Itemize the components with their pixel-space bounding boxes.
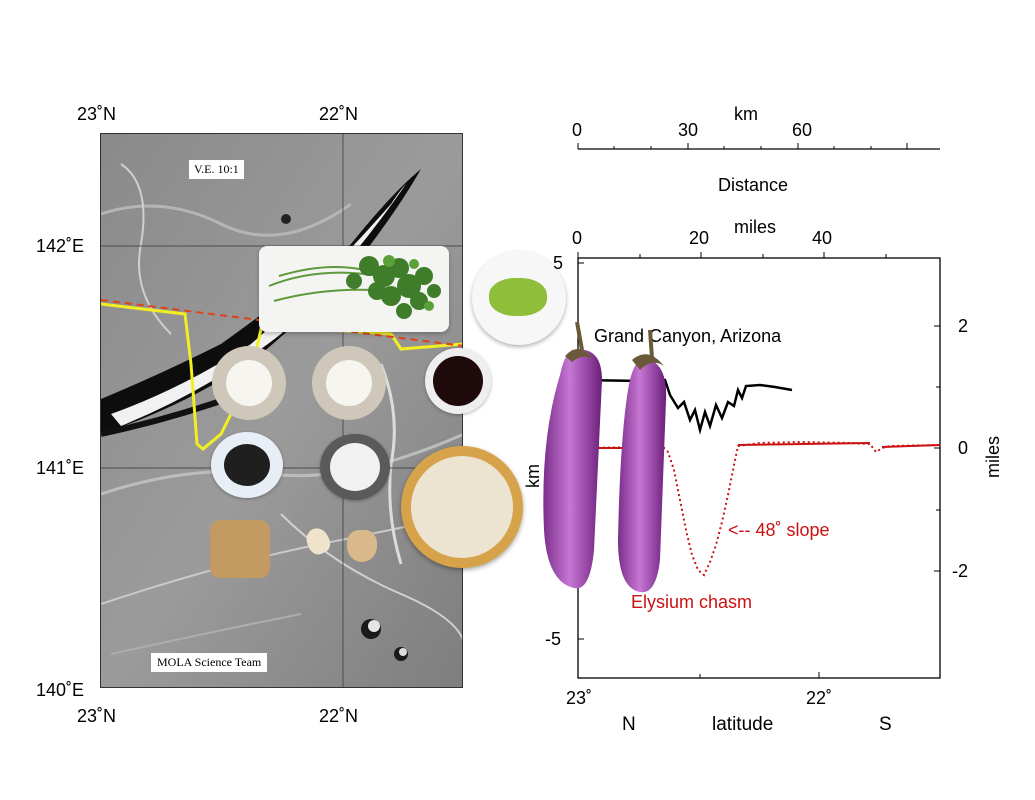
miles-tick-40: 40 bbox=[812, 228, 833, 248]
matcha-bowl bbox=[472, 251, 566, 345]
miles-scale-title: miles bbox=[734, 217, 777, 237]
km-tick-60: 60 bbox=[792, 120, 813, 140]
mola-credit-label: MOLA Science Team bbox=[151, 653, 268, 672]
black-sesame bbox=[224, 444, 270, 486]
bottom-tick-23: 23˚ bbox=[566, 688, 593, 708]
terrain-image bbox=[101, 134, 462, 687]
latitude-label: latitude bbox=[712, 714, 774, 735]
right-axis-label: miles bbox=[983, 435, 1003, 478]
slope-label: <-- 48˚ slope bbox=[728, 520, 830, 540]
rice-bowl bbox=[401, 446, 523, 568]
eggplants-image bbox=[543, 321, 667, 593]
map-top-label-22n: 22˚N bbox=[319, 104, 359, 124]
watercress-tray bbox=[259, 246, 449, 332]
map-bottom-label-23n: 23˚N bbox=[77, 706, 117, 726]
km-tick-0: 0 bbox=[572, 120, 583, 140]
milk-glass-1 bbox=[212, 346, 286, 420]
miso-paste bbox=[210, 520, 270, 578]
rice bbox=[411, 456, 513, 558]
bottom-dir-n: N bbox=[622, 714, 636, 735]
matcha-powder bbox=[489, 278, 547, 316]
km-scale-title: km bbox=[734, 104, 758, 124]
miles-tick-20: 20 bbox=[689, 228, 710, 248]
milk-surface-2 bbox=[326, 360, 372, 406]
distance-caption: Distance bbox=[718, 175, 789, 195]
salt-bowl bbox=[320, 434, 390, 500]
right-axis-tick-neg2: -2 bbox=[952, 561, 969, 581]
km-tick-30: 30 bbox=[678, 120, 699, 140]
bottom-dir-s: S bbox=[879, 714, 892, 735]
map-left-label-141e: 141˚E bbox=[36, 458, 85, 478]
right-axis-tick-2: 2 bbox=[958, 316, 969, 336]
terrain-map: V.E. 10:1 MOLA Science Team bbox=[100, 133, 463, 688]
right-axis-tick-0: 0 bbox=[958, 438, 969, 458]
garlic-clove-2 bbox=[347, 530, 377, 562]
bottom-tick-22: 22˚ bbox=[806, 688, 833, 708]
soy-sauce bbox=[433, 356, 483, 406]
left-axis-tick-neg5: -5 bbox=[545, 629, 562, 649]
vertical-exaggeration-label: V.E. 10:1 bbox=[189, 160, 244, 179]
left-axis-tick-5: 5 bbox=[553, 253, 564, 273]
map-left-label-140e: 140˚E bbox=[36, 680, 85, 700]
elysium-chasm-label: Elysium chasm bbox=[631, 592, 753, 612]
watercress-image bbox=[268, 255, 441, 319]
milk-glass-2 bbox=[312, 346, 386, 420]
salt bbox=[330, 443, 380, 491]
soy-sauce-bowl bbox=[425, 348, 491, 414]
map-left-label-142e: 142˚E bbox=[36, 236, 85, 256]
grand-canyon-label: Grand Canyon, Arizona bbox=[594, 326, 782, 346]
milk-surface-1 bbox=[226, 360, 272, 406]
miles-tick-0: 0 bbox=[572, 228, 583, 248]
map-bottom-label-22n: 22˚N bbox=[319, 706, 359, 726]
black-sesame-bowl bbox=[211, 432, 283, 498]
map-top-label-23n: 23˚N bbox=[77, 104, 117, 124]
